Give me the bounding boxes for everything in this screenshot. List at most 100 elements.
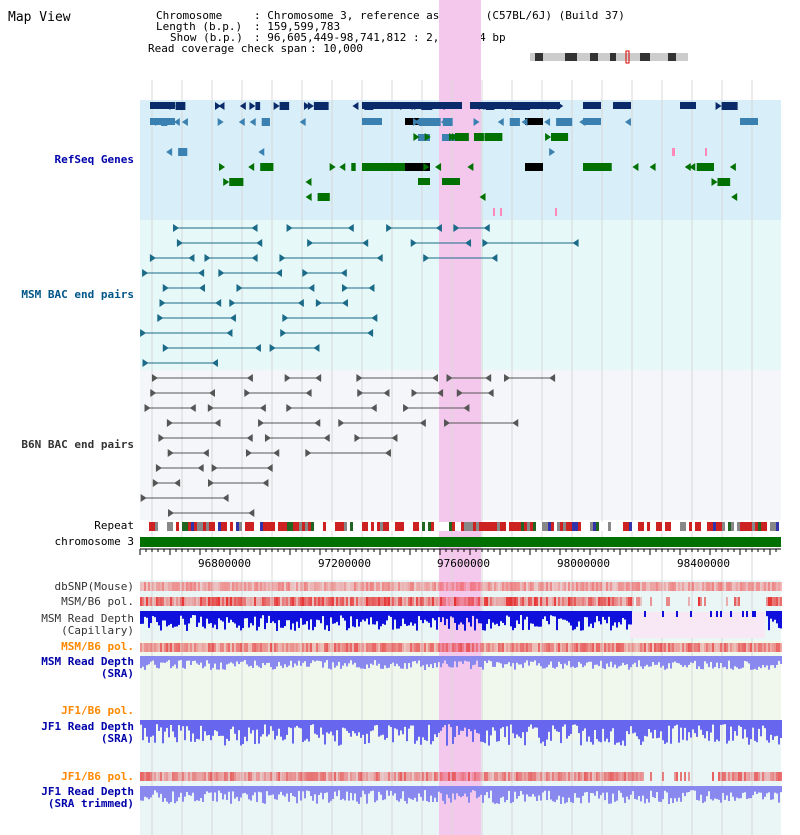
track-label-msm-read-depth-cap[interactable]: MSM Read Depth (41, 612, 134, 625)
read-depth-bar (198, 656, 200, 665)
read-depth-bar (520, 656, 522, 665)
gene-arrow (218, 102, 225, 110)
read-depth-bar (436, 656, 438, 668)
read-depth-bar (534, 656, 536, 661)
read-depth-bar (164, 611, 166, 621)
polymorphism-mark (232, 582, 234, 591)
polymorphism-mark (366, 582, 368, 591)
polymorphism-mark (734, 772, 736, 781)
read-depth-bar (632, 656, 634, 665)
read-depth-bar (400, 656, 402, 669)
read-depth-bar (386, 656, 388, 669)
repeat-mark (431, 522, 434, 531)
track-label-msm-b6-pol-sra[interactable]: MSM/B6 pol. (61, 640, 134, 653)
read-depth-bar (780, 720, 782, 738)
track-label-chromosome[interactable]: chromosome 3 (54, 535, 134, 548)
track-label-repeat[interactable]: Repeat (94, 519, 134, 532)
polymorphism-mark (512, 582, 514, 591)
polymorphism-mark (504, 772, 506, 781)
read-depth-bar (228, 656, 230, 664)
read-depth-bar (238, 786, 240, 802)
polymorphism-mark (304, 597, 306, 606)
read-depth-bar (474, 656, 476, 665)
read-depth-bar (746, 786, 748, 800)
read-depth-bar (584, 786, 586, 793)
b6n-bac-pair-end (504, 374, 511, 382)
read-depth-bar (444, 656, 446, 661)
polymorphism-mark (378, 582, 380, 591)
polymorphism-mark (158, 582, 160, 591)
track-label-msm-b6-pol[interactable]: MSM/B6 pol. (61, 595, 134, 608)
read-depth-bar (268, 786, 270, 796)
read-depth-bar (182, 786, 184, 802)
polymorphism-mark (198, 643, 200, 652)
polymorphism-mark (456, 582, 458, 591)
polymorphism-mark (508, 772, 510, 781)
read-depth-bar (312, 656, 314, 661)
polymorphism-mark (728, 772, 730, 781)
read-depth-bar (206, 611, 208, 619)
polymorphism-mark (538, 597, 540, 606)
polymorphism-mark (582, 582, 584, 591)
polymorphism-mark (550, 772, 552, 781)
msm-bac-pair-end (282, 314, 289, 322)
read-depth-bar (186, 611, 188, 631)
track-label-jf1-read-depth-trim[interactable]: JF1 Read Depth (41, 785, 134, 798)
polymorphism-mark (412, 772, 414, 781)
read-depth-bar (300, 611, 302, 619)
read-depth-bar (422, 611, 424, 624)
polymorphism-mark (308, 772, 310, 781)
read-depth-bar (436, 611, 438, 630)
gene-arrow (624, 118, 631, 126)
read-depth-bar (586, 720, 588, 742)
read-depth-bar (614, 786, 616, 802)
polymorphism-mark (408, 597, 410, 606)
polymorphism-mark (542, 772, 544, 781)
read-depth-bar (694, 720, 696, 734)
read-depth-bar (532, 720, 534, 729)
track-label-msm-bac[interactable]: MSM BAC end pairs (21, 288, 134, 301)
gene-arrow (223, 178, 230, 186)
polymorphism-mark (674, 772, 676, 781)
repeat-mark (698, 522, 701, 531)
gene-block (313, 102, 329, 110)
track-label-refseq[interactable]: RefSeq Genes (54, 153, 134, 166)
read-depth-bar (416, 786, 418, 802)
polymorphism-mark (234, 597, 236, 606)
read-depth-bar (520, 786, 522, 791)
read-depth-bar (158, 611, 160, 626)
read-depth-bar (448, 611, 450, 629)
read-depth-bar (572, 720, 574, 725)
read-depth-bar (396, 720, 398, 730)
repeat-mark (167, 522, 170, 531)
track-label-dbsnp[interactable]: dbSNP(Mouse) (54, 580, 134, 593)
read-depth-bar (458, 720, 460, 735)
polymorphism-mark (308, 582, 310, 591)
polymorphism-mark (646, 643, 648, 652)
track-label-msm-read-depth-sra[interactable]: MSM Read Depth (41, 655, 134, 668)
polymorphism-mark (758, 643, 760, 652)
msm-bac-pair-end (251, 224, 258, 232)
read-depth-bar (378, 611, 380, 630)
read-depth-bar (344, 611, 346, 621)
read-depth-bar (772, 720, 774, 740)
read-depth-bar (716, 611, 718, 617)
polymorphism-mark (628, 582, 630, 591)
read-depth-bar (530, 656, 532, 662)
read-depth-bar (192, 611, 194, 616)
repeat-mark (269, 522, 272, 531)
read-depth-bar (290, 656, 292, 661)
track-label-jf1-b6-pol-2[interactable]: JF1/B6 pol. (61, 770, 134, 783)
polymorphism-mark (422, 582, 424, 591)
polymorphism-mark (676, 643, 678, 652)
track-label-jf1-read-depth[interactable]: JF1 Read Depth (41, 720, 134, 733)
track-label-jf1-b6-pol[interactable]: JF1/B6 pol. (61, 704, 134, 717)
track-label-b6n-bac[interactable]: B6N BAC end pairs (21, 438, 134, 451)
read-depth-bar (570, 656, 572, 668)
polymorphism-mark (522, 772, 524, 781)
polymorphism-mark (320, 582, 322, 591)
polymorphism-mark (214, 643, 216, 652)
polymorphism-mark (726, 643, 728, 652)
msm-bac-pair-end (307, 239, 314, 247)
